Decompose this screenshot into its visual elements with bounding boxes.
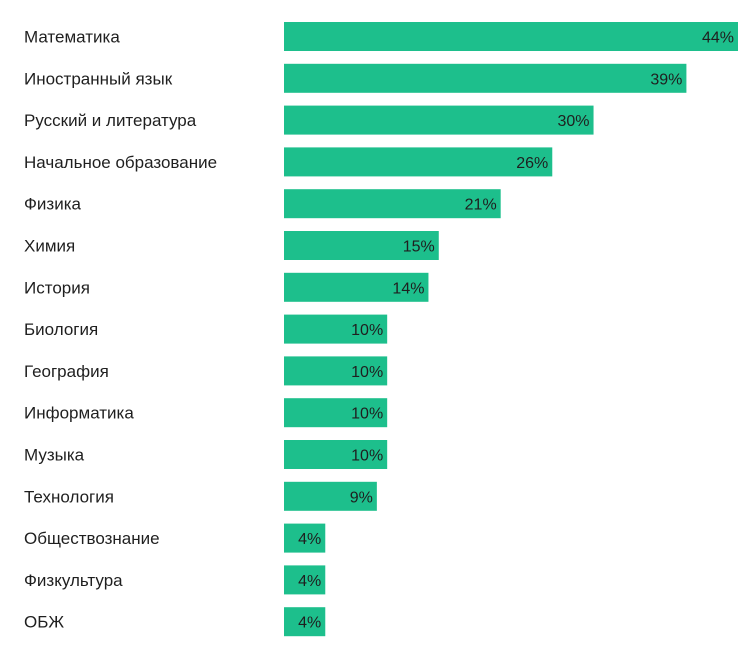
category-label: Биология <box>24 320 98 339</box>
value-label: 44% <box>702 30 734 47</box>
category-label: ОБЖ <box>24 613 64 632</box>
value-label: 15% <box>403 239 435 256</box>
value-label: 21% <box>465 197 497 214</box>
category-label: Начальное образование <box>24 153 217 172</box>
value-label: 10% <box>351 364 383 381</box>
bar-row-2 <box>284 105 594 135</box>
bar-row-4 <box>284 189 501 219</box>
value-label: 39% <box>650 71 682 88</box>
category-label: Русский и литература <box>24 111 197 130</box>
value-label: 10% <box>351 322 383 339</box>
value-label: 10% <box>351 406 383 423</box>
category-label: Физика <box>24 195 82 214</box>
bar-row-12 <box>284 523 326 553</box>
bar-row-8 <box>284 356 388 386</box>
value-label: 26% <box>516 155 548 172</box>
bar-row-14 <box>284 607 326 637</box>
category-label: География <box>24 362 109 381</box>
bar-row-3 <box>284 147 553 177</box>
bar-row-13 <box>284 565 326 595</box>
category-label: Математика <box>24 28 120 47</box>
bar-row-9 <box>284 398 388 428</box>
value-label: 4% <box>298 531 321 548</box>
bar-row-10 <box>284 440 388 469</box>
category-label: Химия <box>24 237 75 256</box>
bar-row-5 <box>284 231 439 260</box>
category-label: История <box>24 278 90 297</box>
category-label: Информатика <box>24 404 134 423</box>
value-label: 14% <box>392 280 424 297</box>
value-label: 10% <box>351 448 383 465</box>
value-label: 4% <box>298 615 321 632</box>
bar-row-6 <box>284 272 429 302</box>
category-label: Обществознание <box>24 529 160 548</box>
category-label: Иностранный язык <box>24 69 173 88</box>
value-label: 30% <box>558 113 590 130</box>
value-label: 9% <box>350 489 373 506</box>
value-label: 4% <box>298 573 321 590</box>
bar-row-0 <box>284 22 738 51</box>
bar-row-11 <box>284 481 377 511</box>
bar-row-1 <box>284 63 687 93</box>
category-label: Физкультура <box>24 571 123 590</box>
category-label: Технология <box>24 487 114 506</box>
bar-row-7 <box>284 314 388 344</box>
category-label: Музыка <box>24 446 85 465</box>
